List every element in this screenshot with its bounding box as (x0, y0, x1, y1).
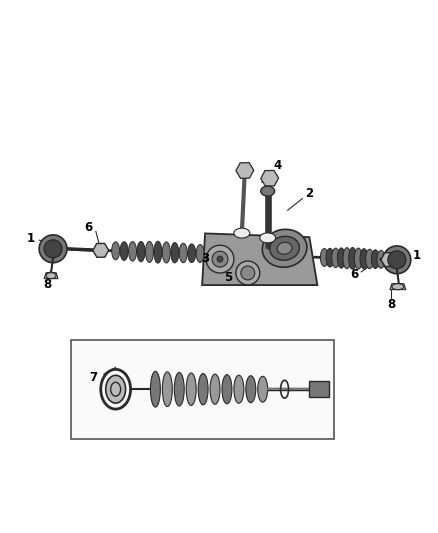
Ellipse shape (326, 248, 334, 267)
Ellipse shape (377, 251, 385, 268)
Text: 6: 6 (350, 269, 358, 281)
Text: 4: 4 (273, 159, 282, 172)
Ellipse shape (320, 248, 328, 266)
Ellipse shape (210, 374, 220, 405)
Ellipse shape (222, 375, 232, 404)
Circle shape (217, 256, 223, 262)
Ellipse shape (179, 243, 187, 263)
Circle shape (206, 245, 234, 273)
Ellipse shape (354, 248, 362, 269)
Ellipse shape (246, 376, 256, 403)
Text: 5: 5 (224, 271, 232, 285)
Ellipse shape (270, 236, 300, 260)
Ellipse shape (234, 375, 244, 403)
Ellipse shape (186, 373, 196, 406)
Ellipse shape (366, 249, 374, 269)
Ellipse shape (162, 242, 170, 263)
Ellipse shape (188, 244, 196, 263)
Bar (71, 340, 334, 439)
Ellipse shape (261, 186, 275, 196)
Polygon shape (390, 284, 406, 289)
Ellipse shape (258, 376, 268, 402)
Text: 8: 8 (43, 278, 51, 292)
Text: 2: 2 (305, 187, 314, 200)
Ellipse shape (198, 374, 208, 405)
Text: 1: 1 (27, 232, 35, 245)
Circle shape (44, 240, 62, 258)
Ellipse shape (120, 242, 128, 261)
Ellipse shape (112, 242, 120, 260)
Text: 7: 7 (90, 371, 98, 384)
Ellipse shape (343, 248, 351, 269)
Ellipse shape (234, 228, 250, 238)
Text: 6: 6 (85, 221, 93, 234)
Circle shape (241, 266, 255, 280)
Polygon shape (44, 273, 58, 279)
Polygon shape (202, 233, 318, 285)
Ellipse shape (145, 241, 153, 262)
Circle shape (39, 235, 67, 263)
Ellipse shape (162, 372, 172, 407)
Text: 8: 8 (387, 298, 395, 311)
Ellipse shape (262, 229, 307, 267)
Text: 3: 3 (201, 252, 209, 264)
Ellipse shape (392, 284, 404, 289)
Ellipse shape (129, 241, 137, 261)
Ellipse shape (171, 243, 179, 263)
Text: 1: 1 (413, 248, 421, 262)
Ellipse shape (371, 250, 379, 269)
Bar (309, 381, 329, 397)
Ellipse shape (154, 241, 162, 263)
Ellipse shape (337, 248, 345, 268)
Ellipse shape (349, 247, 357, 269)
Ellipse shape (360, 248, 368, 269)
Circle shape (236, 261, 260, 285)
Ellipse shape (332, 248, 339, 268)
Circle shape (383, 246, 411, 274)
Circle shape (212, 251, 228, 267)
Ellipse shape (137, 241, 145, 262)
Ellipse shape (174, 373, 184, 406)
Circle shape (388, 251, 406, 269)
Ellipse shape (46, 273, 56, 279)
Ellipse shape (260, 233, 276, 243)
Ellipse shape (150, 372, 160, 407)
Ellipse shape (106, 375, 126, 403)
Ellipse shape (277, 243, 292, 254)
Ellipse shape (196, 245, 204, 262)
